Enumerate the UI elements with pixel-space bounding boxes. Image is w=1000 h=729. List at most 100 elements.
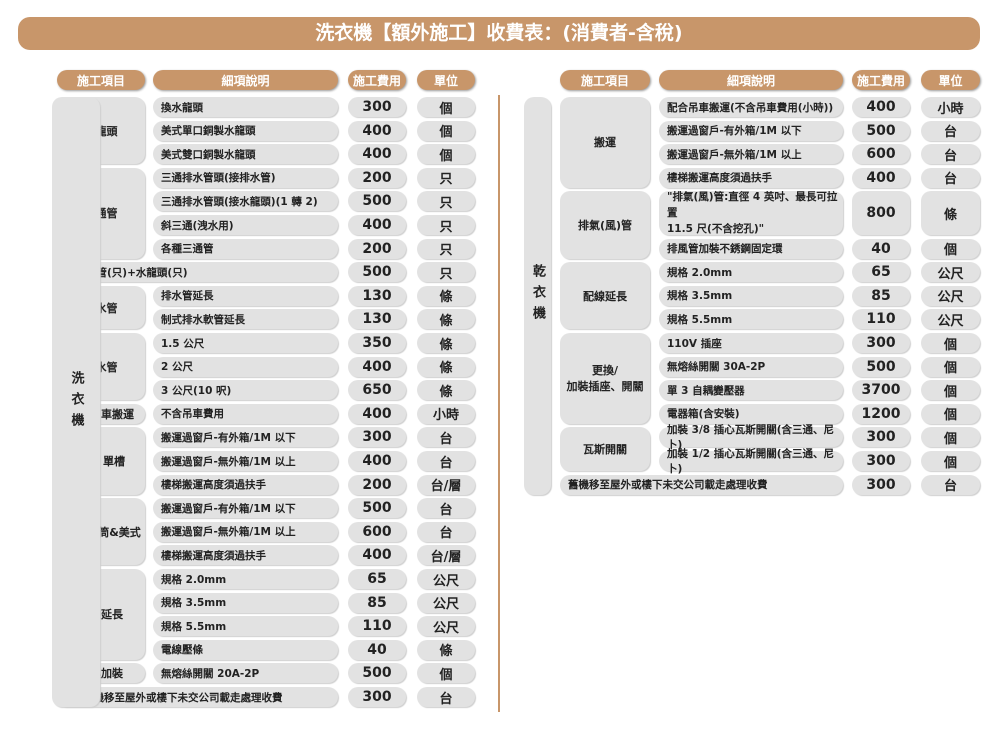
detail-cell: 搬運過窗戶-有外箱/1M 以下 bbox=[153, 427, 338, 448]
unit-cell: 個 bbox=[921, 380, 980, 401]
detail-cell: 規格 3.5mm bbox=[153, 592, 338, 613]
detail-cell: 樓梯搬運高度須過扶手 bbox=[659, 167, 843, 188]
unit-cell: 只 bbox=[417, 262, 475, 283]
unit-cell: 台 bbox=[921, 474, 980, 495]
fee-cell: 300 bbox=[852, 427, 910, 448]
fee-cell: 110 bbox=[348, 616, 406, 637]
fee-cell: 65 bbox=[852, 262, 910, 283]
detail-cell: 無熔絲開關 20A-2P bbox=[153, 663, 338, 684]
unit-cell: 條 bbox=[417, 639, 475, 660]
detail-cell: 規格 3.5mm bbox=[659, 285, 843, 306]
unit-cell: 公尺 bbox=[921, 309, 980, 330]
detail-cell: 無熔絲開關 30A-2P bbox=[659, 356, 843, 377]
detail-cell: 制式排水軟管延長 bbox=[153, 309, 338, 330]
fee-cell: 85 bbox=[852, 285, 910, 306]
fee-cell: 3700 bbox=[852, 380, 910, 401]
detail-cell: 排水管延長 bbox=[153, 285, 338, 306]
fee-cell: 600 bbox=[348, 521, 406, 542]
detail-cell: 規格 5.5mm bbox=[153, 616, 338, 637]
fee-cell: 200 bbox=[348, 167, 406, 188]
unit-cell: 台 bbox=[417, 427, 475, 448]
fee-cell: 800 bbox=[852, 191, 910, 235]
detail-cell: 電線壓條 bbox=[153, 639, 338, 660]
fee-cell: 600 bbox=[852, 144, 910, 165]
detail-cell: 單 3 自耦變壓器 bbox=[659, 380, 843, 401]
unit-cell: 台 bbox=[417, 498, 475, 519]
unit-cell: 台 bbox=[921, 144, 980, 165]
detail-cell: 三通排水管頭(接水龍頭)(1 轉 2) bbox=[153, 191, 338, 212]
group-label: 瓦斯開關 bbox=[560, 427, 650, 471]
unit-cell: 公尺 bbox=[921, 285, 980, 306]
fee-cell: 650 bbox=[348, 380, 406, 401]
detail-cell: 1.5 公尺 bbox=[153, 333, 338, 353]
unit-cell: 個 bbox=[921, 333, 980, 353]
fee-cell: 300 bbox=[852, 333, 910, 353]
detail-cell: 110V 插座 bbox=[659, 333, 843, 353]
detail-cell: 各種三通管 bbox=[153, 238, 338, 259]
fee-cell: 400 bbox=[348, 545, 406, 566]
fee-cell: 300 bbox=[348, 427, 406, 448]
fee-cell: 400 bbox=[348, 215, 406, 235]
fee-cell: 500 bbox=[348, 498, 406, 519]
unit-cell: 個 bbox=[417, 663, 475, 684]
fee-cell: 130 bbox=[348, 309, 406, 330]
unit-cell: 個 bbox=[921, 403, 980, 424]
fee-cell: 85 bbox=[348, 592, 406, 613]
fee-cell: 400 bbox=[852, 167, 910, 188]
unit-cell: 條 bbox=[417, 309, 475, 330]
column-divider bbox=[498, 95, 500, 712]
header-unit: 單位 bbox=[921, 70, 980, 90]
detail-cell: 搬運過窗戶-無外箱/1M 以上 bbox=[153, 451, 338, 471]
detail-cell: 搬運過窗戶-有外箱/1M 以下 bbox=[153, 498, 338, 519]
unit-cell: 條 bbox=[417, 356, 475, 377]
header-detail: 細項說明 bbox=[659, 70, 843, 90]
unit-cell: 只 bbox=[417, 238, 475, 259]
header-item: 施工項目 bbox=[560, 70, 650, 90]
fee-cell: 130 bbox=[348, 285, 406, 306]
fee-cell: 500 bbox=[348, 262, 406, 283]
unit-cell: 台 bbox=[921, 167, 980, 188]
unit-cell: 公尺 bbox=[417, 592, 475, 613]
detail-cell: 樓梯搬運高度須過扶手 bbox=[153, 545, 338, 566]
unit-cell: 個 bbox=[921, 356, 980, 377]
fee-cell: 110 bbox=[852, 309, 910, 330]
detail-cell: 搬運過窗戶-有外箱/1M 以下 bbox=[659, 120, 843, 141]
detail-cell: 三通排水管頭(接排水管) bbox=[153, 167, 338, 188]
fee-cell: 200 bbox=[348, 238, 406, 259]
detail-cell: 規格 2.0mm bbox=[659, 262, 843, 283]
detail-cell: 加裝 1/2 插心瓦斯開關(含三通、尼卜) bbox=[659, 448, 843, 475]
detail-cell: 2 公尺 bbox=[153, 356, 338, 377]
detail-cell: 規格 2.0mm bbox=[153, 569, 338, 589]
header-item: 施工項目 bbox=[57, 70, 145, 90]
unit-cell: 只 bbox=[417, 167, 475, 188]
unit-cell: 個 bbox=[921, 427, 980, 448]
detail-cell: "排氣(風)管:直徑 4 英吋、最長可拉置 11.5 尺(不含挖孔)" bbox=[659, 191, 843, 235]
fee-cell: 1200 bbox=[852, 403, 910, 424]
unit-cell: 只 bbox=[417, 191, 475, 212]
unit-cell: 個 bbox=[921, 451, 980, 471]
detail-cell: 加裝 3/8 插心瓦斯開關(含三通、尼卜) bbox=[659, 424, 843, 451]
fee-cell: 400 bbox=[348, 120, 406, 141]
unit-cell: 台 bbox=[417, 521, 475, 542]
fee-cell: 200 bbox=[348, 474, 406, 495]
fee-cell: 40 bbox=[852, 238, 910, 259]
fee-cell: 500 bbox=[348, 191, 406, 212]
unit-cell: 條 bbox=[417, 380, 475, 401]
unit-cell: 公尺 bbox=[417, 569, 475, 589]
unit-cell: 小時 bbox=[921, 97, 980, 117]
group-label: 搬運 bbox=[560, 97, 650, 188]
unit-cell: 只 bbox=[417, 215, 475, 235]
header-fee: 施工費用 bbox=[852, 70, 910, 90]
full-row-label: 舊機移至屋外或樓下未交公司載走處理收費 bbox=[560, 474, 843, 495]
detail-line: 11.5 尺(不含挖孔)" bbox=[667, 223, 765, 236]
detail-cell: 樓梯搬運高度須過扶手 bbox=[153, 474, 338, 495]
unit-cell: 條 bbox=[921, 191, 980, 235]
detail-cell: 美式雙口銅製水龍頭 bbox=[153, 144, 338, 165]
unit-cell: 台 bbox=[417, 451, 475, 471]
fee-cell: 300 bbox=[348, 687, 406, 707]
fee-cell: 500 bbox=[348, 663, 406, 684]
unit-cell: 台 bbox=[417, 687, 475, 707]
detail-cell: 3 公尺(10 呎) bbox=[153, 380, 338, 401]
fee-cell: 300 bbox=[852, 474, 910, 495]
detail-cell: 排風管加裝不銹鋼固定環 bbox=[659, 238, 843, 259]
